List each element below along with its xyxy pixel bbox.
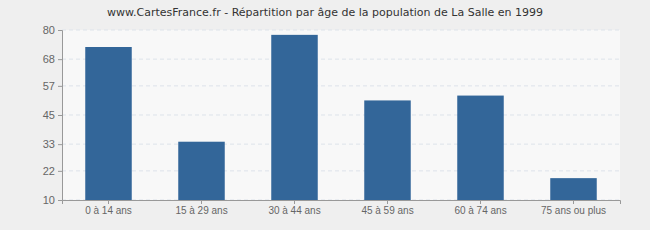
x-tick: 0 à 14 ans [85, 200, 132, 216]
y-tick: 80 [43, 24, 62, 36]
x-tick-label: 0 à 14 ans [85, 205, 132, 216]
x-tick: 30 à 44 ans [268, 200, 320, 216]
x-tick-mark [387, 200, 388, 204]
x-tick-label: 60 à 74 ans [454, 205, 506, 216]
grid [62, 30, 620, 200]
x-tick-label: 75 ans ou plus [541, 205, 606, 216]
title: www.CartesFrance.fr - Répartition par âg… [107, 6, 543, 19]
x-tick-mark [201, 200, 202, 204]
bar [364, 100, 411, 200]
y-tick-label: 45 [43, 109, 55, 121]
bar [85, 47, 132, 200]
x-tick-mark [480, 200, 481, 204]
y-tick-mark [58, 171, 62, 172]
bars [85, 35, 597, 200]
y-tick-label: 22 [43, 165, 55, 177]
grid-line [62, 115, 620, 116]
grid-line [62, 170, 620, 171]
y-tick-mark [58, 30, 62, 31]
x-axis: 0 à 14 ans 15 à 29 ans 30 à 44 ans 45 à 59 … [63, 200, 621, 216]
bar [271, 35, 318, 200]
background [0, 0, 650, 230]
bar [457, 96, 504, 200]
y-tick-label: 57 [43, 80, 55, 92]
grid-line [62, 144, 620, 145]
plot: 10 22 33 45 57 68 80 0 à 14 ans 15 à 29 ans 30 à … [43, 24, 621, 216]
x-tick-mark [294, 200, 295, 204]
y-tick-label: 10 [43, 194, 55, 206]
x-tick-label: 15 à 29 ans [175, 205, 227, 216]
grid-line [62, 30, 620, 31]
y-tick-label: 33 [43, 138, 55, 150]
y-tick-mark [58, 144, 62, 145]
y-axis: 10 22 33 45 57 68 80 [43, 24, 63, 206]
y-tick: 45 [43, 109, 62, 121]
x-tick-label: 30 à 44 ans [268, 205, 320, 216]
x-tick: 45 à 59 ans [361, 200, 413, 216]
grid-line [62, 85, 620, 86]
y-tick: 33 [43, 138, 62, 150]
y-tick: 22 [43, 165, 62, 177]
y-tick-mark [58, 115, 62, 116]
y-tick-mark [58, 86, 62, 87]
y-tick: 10 [43, 194, 62, 206]
grid-line [62, 59, 620, 60]
y-axis-line [58, 31, 63, 201]
x-tick: 75 ans ou plus [541, 200, 606, 216]
plot-area [62, 30, 620, 200]
x-tick-mark [108, 200, 109, 204]
y-tick-label: 80 [43, 24, 55, 36]
y-tick-mark [58, 200, 62, 201]
x-tick-mark [573, 200, 574, 204]
chart: www.CartesFrance.fr - Répartition par âg… [0, 0, 650, 230]
y-tick: 57 [43, 80, 62, 92]
x-tick-label: 45 à 59 ans [361, 205, 413, 216]
y-tick-label: 68 [43, 53, 55, 65]
bar [178, 142, 225, 200]
x-axis-line [63, 201, 621, 205]
x-tick: 60 à 74 ans [454, 200, 506, 216]
y-tick: 68 [43, 53, 62, 65]
y-tick-mark [58, 59, 62, 60]
x-tick: 15 à 29 ans [175, 200, 227, 216]
bar [550, 178, 597, 200]
